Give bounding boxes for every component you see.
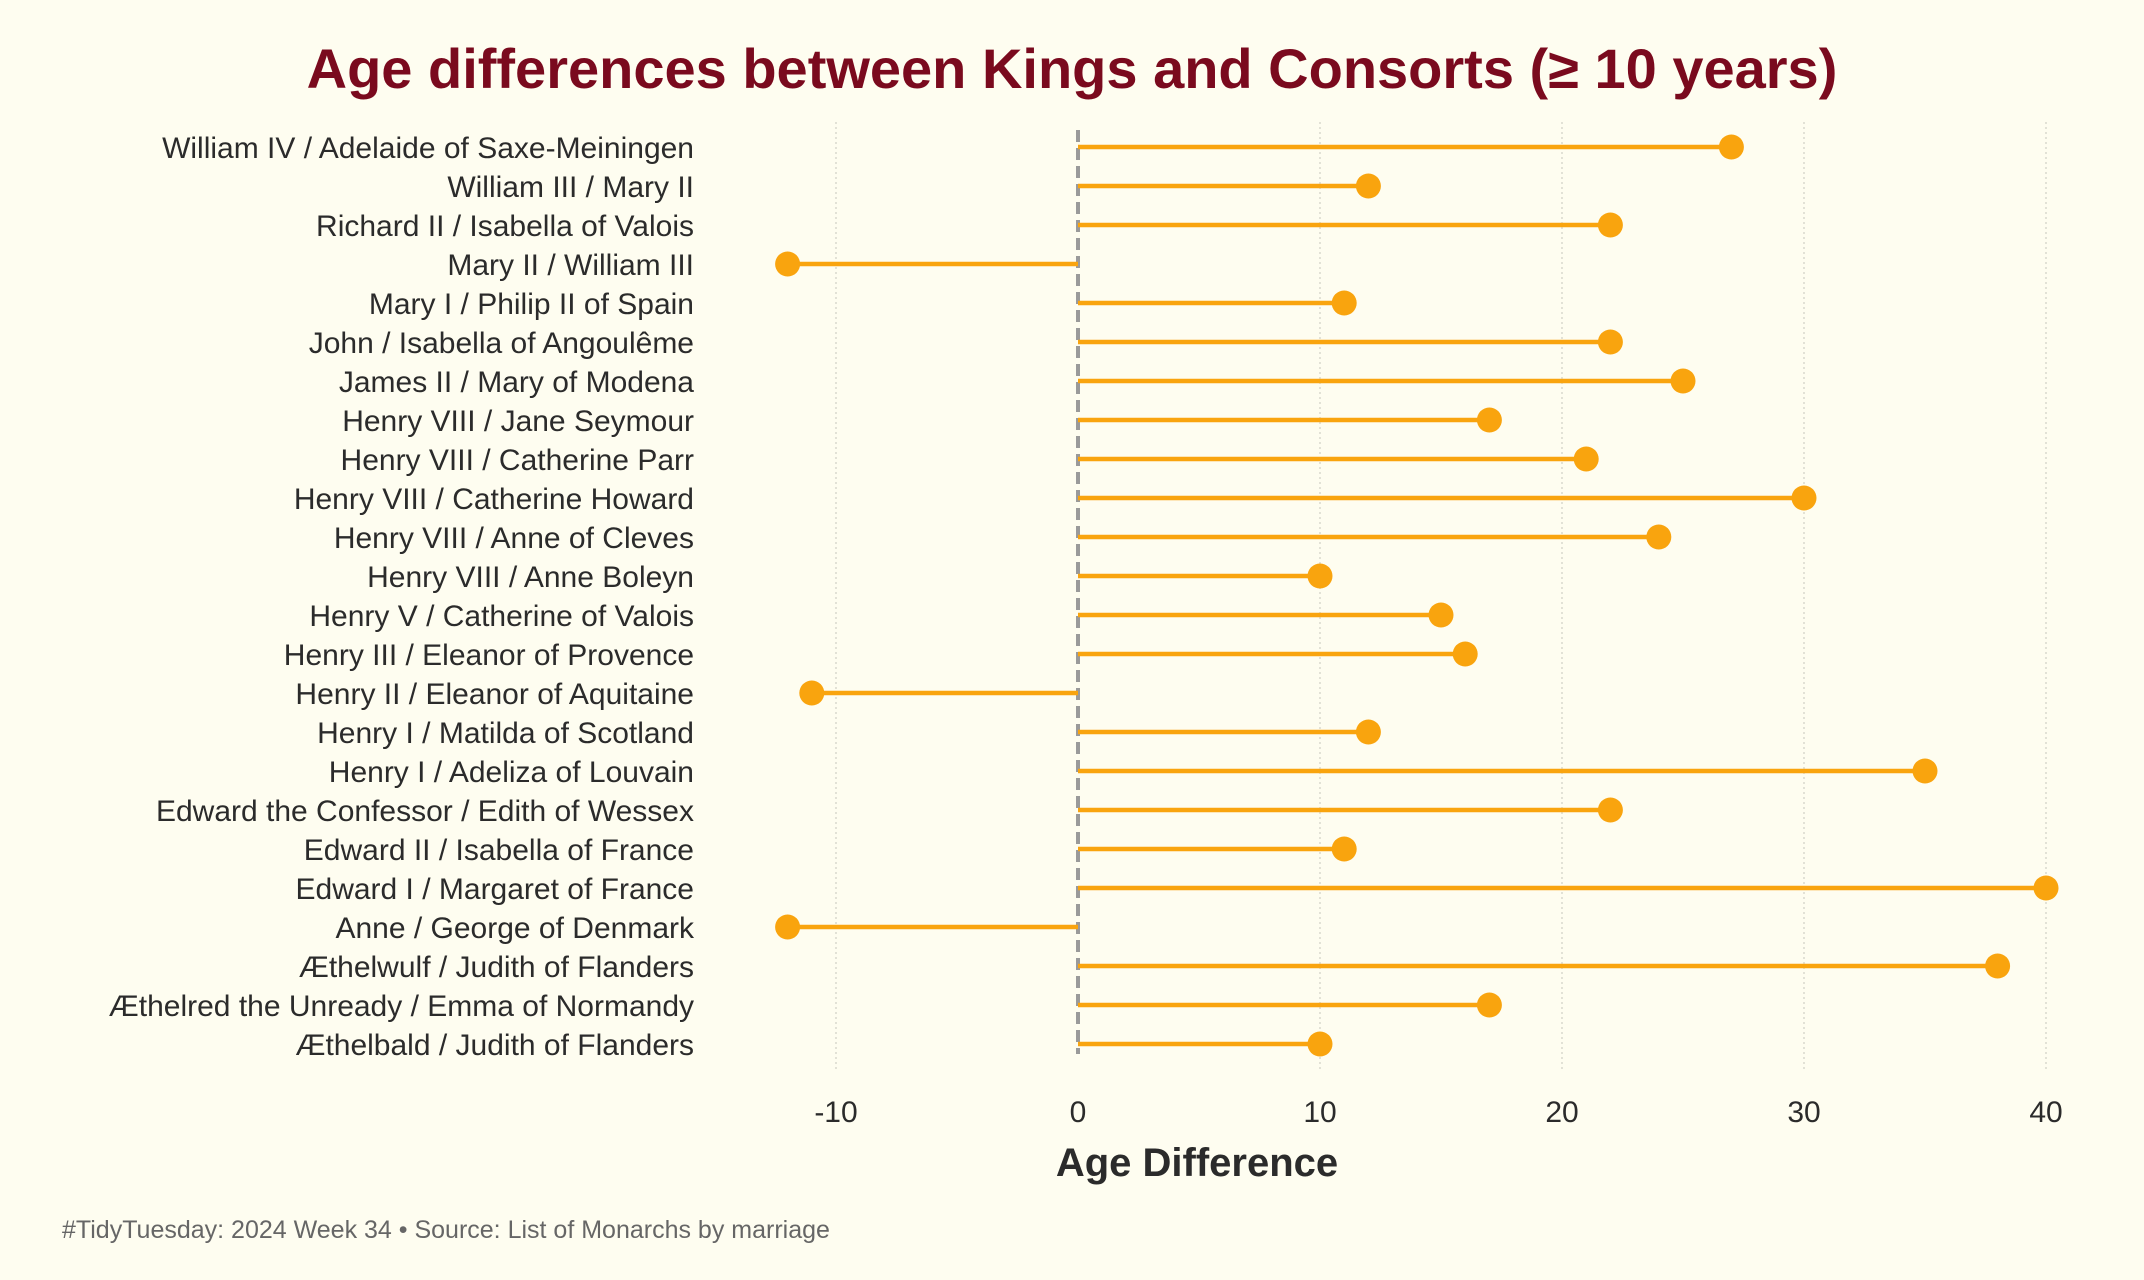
- segment-layer: [787, 144, 2046, 1047]
- lollipop-point: [1912, 758, 1938, 784]
- lollipop-point: [775, 914, 801, 940]
- lollipop-point: [1573, 446, 1599, 472]
- category-label: Æthelred the Unready / Emma of Normandy: [109, 990, 694, 1023]
- lollipop-point: [1355, 173, 1381, 199]
- lollipop-point: [1791, 485, 1817, 511]
- x-tick-label: 10: [1303, 1096, 1336, 1129]
- lollipop-point: [775, 251, 801, 277]
- lollipop-point: [1428, 602, 1454, 628]
- lollipop-point: [2033, 875, 2059, 901]
- category-label: Richard II / Isabella of Valois: [316, 210, 694, 243]
- category-label: Henry III / Eleanor of Provence: [284, 639, 694, 672]
- category-label: Henry I / Adeliza of Louvain: [329, 756, 694, 789]
- category-label: William III / Mary II: [447, 171, 694, 204]
- category-label: Anne / George of Denmark: [335, 912, 695, 945]
- category-label: Edward II / Isabella of France: [304, 834, 694, 867]
- lollipop-point: [1331, 290, 1357, 316]
- category-label: Henry VIII / Catherine Parr: [341, 444, 694, 477]
- category-label: Edward the Confessor / Edith of Wessex: [156, 795, 694, 828]
- chart-title: Age differences between Kings and Consor…: [307, 37, 1838, 100]
- lollipop-point: [799, 680, 825, 706]
- category-label: Henry V / Catherine of Valois: [309, 600, 694, 633]
- x-tick-label: -10: [814, 1096, 857, 1129]
- category-label: Mary I / Philip II of Spain: [369, 288, 694, 321]
- category-label: James II / Mary of Modena: [339, 366, 694, 399]
- category-label: Henry VIII / Catherine Howard: [294, 483, 694, 516]
- category-label: Henry VIII / Anne of Cleves: [334, 522, 694, 555]
- lollipop-point: [1718, 134, 1744, 160]
- category-label: John / Isabella of Angoulême: [309, 327, 694, 360]
- x-tick-label: 30: [1787, 1096, 1820, 1129]
- category-label: Henry I / Matilda of Scotland: [317, 717, 694, 750]
- category-label: Henry VIII / Jane Seymour: [342, 405, 694, 438]
- lollipop-point: [1476, 407, 1502, 433]
- lollipop-point: [1452, 641, 1478, 667]
- lollipop-point: [1597, 797, 1623, 823]
- x-axis-label: Age Difference: [1056, 1141, 1338, 1185]
- lollipop-point: [1476, 992, 1502, 1018]
- category-labels: William IV / Adelaide of Saxe-Meiningen W…: [109, 132, 695, 1062]
- category-label: William IV / Adelaide of Saxe-Meiningen: [162, 132, 694, 165]
- category-label: Æthelbald / Judith of Flanders: [295, 1029, 694, 1062]
- lollipop-point: [1355, 719, 1381, 745]
- category-label: Edward I / Margaret of France: [296, 873, 695, 906]
- category-label: Henry II / Eleanor of Aquitaine: [295, 678, 694, 711]
- lollipop-point: [1670, 368, 1696, 394]
- x-tick-label: 40: [2029, 1096, 2062, 1129]
- category-label: Mary II / William III: [447, 249, 694, 282]
- lollipop-point: [1646, 524, 1672, 550]
- x-tick-label: 20: [1545, 1096, 1578, 1129]
- lollipop-point: [1597, 329, 1623, 355]
- lollipop-point: [1307, 1031, 1333, 1057]
- grid-layer: [835, 122, 2047, 1070]
- category-label: Æthelwulf / Judith of Flanders: [299, 951, 694, 984]
- point-layer: [775, 134, 2059, 1057]
- category-label: Henry VIII / Anne Boleyn: [367, 561, 694, 594]
- x-tick-label: 0: [1070, 1096, 1087, 1129]
- lollipop-point: [1307, 563, 1333, 589]
- lollipop-point: [1331, 836, 1357, 862]
- x-tick-labels: -10 0 10 20 30 40: [814, 1096, 2062, 1129]
- lollipop-point: [1985, 953, 2011, 979]
- lollipop-point: [1597, 212, 1623, 238]
- chart-caption: #TidyTuesday: 2024 Week 34 • Source: Lis…: [62, 1216, 830, 1244]
